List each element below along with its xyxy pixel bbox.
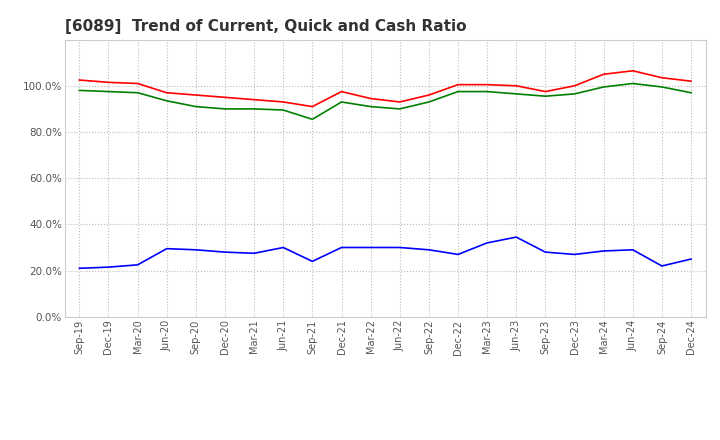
Quick Ratio bbox=[104, 89, 113, 94]
Cash Ratio bbox=[220, 249, 229, 255]
Cash Ratio bbox=[570, 252, 579, 257]
Current Ratio bbox=[512, 83, 521, 88]
Quick Ratio bbox=[512, 91, 521, 96]
Current Ratio bbox=[163, 90, 171, 95]
Line: Quick Ratio: Quick Ratio bbox=[79, 84, 691, 119]
Quick Ratio bbox=[629, 81, 637, 86]
Current Ratio bbox=[599, 72, 608, 77]
Current Ratio bbox=[425, 92, 433, 98]
Cash Ratio bbox=[279, 245, 287, 250]
Quick Ratio bbox=[395, 106, 404, 111]
Cash Ratio bbox=[425, 247, 433, 253]
Current Ratio bbox=[220, 95, 229, 100]
Cash Ratio bbox=[483, 240, 492, 246]
Quick Ratio bbox=[75, 88, 84, 93]
Quick Ratio bbox=[483, 89, 492, 94]
Line: Current Ratio: Current Ratio bbox=[79, 71, 691, 106]
Quick Ratio bbox=[687, 90, 696, 95]
Current Ratio bbox=[75, 77, 84, 83]
Current Ratio bbox=[104, 80, 113, 85]
Quick Ratio bbox=[570, 91, 579, 96]
Cash Ratio bbox=[104, 264, 113, 270]
Cash Ratio bbox=[133, 262, 142, 268]
Quick Ratio bbox=[337, 99, 346, 105]
Cash Ratio bbox=[629, 247, 637, 253]
Quick Ratio bbox=[279, 107, 287, 113]
Current Ratio bbox=[629, 68, 637, 73]
Current Ratio bbox=[192, 92, 200, 98]
Cash Ratio bbox=[454, 252, 462, 257]
Quick Ratio bbox=[192, 104, 200, 109]
Cash Ratio bbox=[395, 245, 404, 250]
Current Ratio bbox=[250, 97, 258, 102]
Current Ratio bbox=[308, 104, 317, 109]
Quick Ratio bbox=[250, 106, 258, 111]
Cash Ratio bbox=[657, 263, 666, 268]
Current Ratio bbox=[133, 81, 142, 86]
Cash Ratio bbox=[541, 249, 550, 255]
Cash Ratio bbox=[337, 245, 346, 250]
Current Ratio bbox=[541, 89, 550, 94]
Quick Ratio bbox=[163, 98, 171, 103]
Current Ratio bbox=[395, 99, 404, 105]
Quick Ratio bbox=[454, 89, 462, 94]
Current Ratio bbox=[279, 99, 287, 105]
Text: [6089]  Trend of Current, Quick and Cash Ratio: [6089] Trend of Current, Quick and Cash … bbox=[65, 19, 467, 34]
Quick Ratio bbox=[220, 106, 229, 111]
Current Ratio bbox=[570, 83, 579, 88]
Quick Ratio bbox=[308, 117, 317, 122]
Current Ratio bbox=[366, 96, 375, 101]
Cash Ratio bbox=[366, 245, 375, 250]
Cash Ratio bbox=[687, 257, 696, 262]
Cash Ratio bbox=[250, 251, 258, 256]
Quick Ratio bbox=[366, 104, 375, 109]
Quick Ratio bbox=[657, 84, 666, 90]
Cash Ratio bbox=[163, 246, 171, 251]
Quick Ratio bbox=[133, 90, 142, 95]
Current Ratio bbox=[454, 82, 462, 87]
Current Ratio bbox=[483, 82, 492, 87]
Cash Ratio bbox=[512, 235, 521, 240]
Cash Ratio bbox=[308, 259, 317, 264]
Current Ratio bbox=[337, 89, 346, 94]
Cash Ratio bbox=[75, 266, 84, 271]
Current Ratio bbox=[687, 78, 696, 84]
Quick Ratio bbox=[599, 84, 608, 90]
Cash Ratio bbox=[192, 247, 200, 253]
Quick Ratio bbox=[541, 94, 550, 99]
Current Ratio bbox=[657, 75, 666, 81]
Line: Cash Ratio: Cash Ratio bbox=[79, 237, 691, 268]
Quick Ratio bbox=[425, 99, 433, 105]
Cash Ratio bbox=[599, 248, 608, 253]
